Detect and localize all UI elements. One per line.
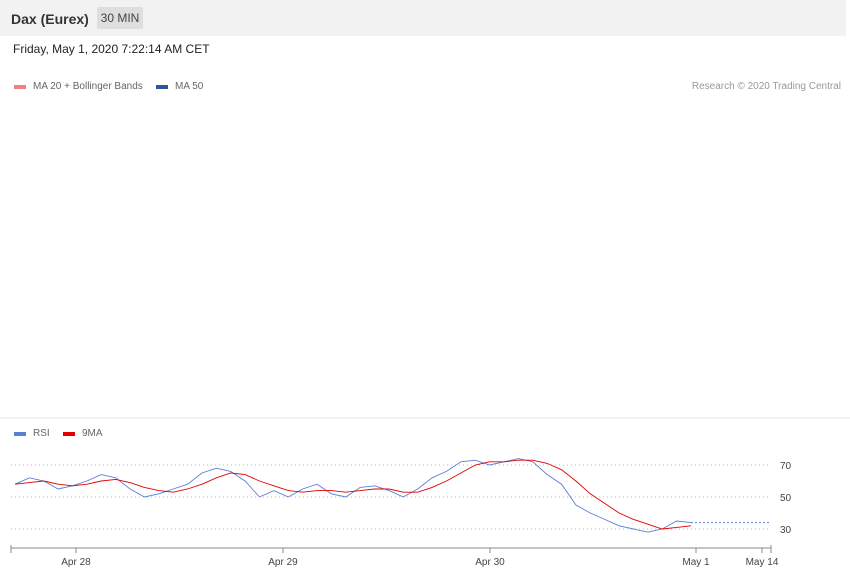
- ma20-swatch: [14, 84, 26, 89]
- x-tick-label: May 14: [746, 557, 779, 568]
- legend-rsi: RSI: [14, 428, 50, 439]
- 9ma-swatch: [63, 431, 75, 436]
- rsi-ma-line: [14, 459, 692, 530]
- ma50-swatch: [156, 84, 168, 89]
- x-tick-label: May 1: [682, 557, 710, 568]
- x-tick-label: Apr 29: [268, 557, 298, 568]
- credit: Research © 2020 Trading Central: [691, 81, 841, 92]
- rsi-line: [14, 458, 692, 533]
- legend-9ma: 9MA: [63, 428, 103, 439]
- rsi-tick-label: 70: [780, 461, 792, 472]
- x-tick-label: Apr 28: [61, 557, 91, 568]
- chart-datetime: Friday, May 1, 2020 7:22:14 AM CET: [13, 42, 210, 56]
- x-tick-label: Apr 30: [475, 557, 505, 568]
- legend-ma20-label: MA 20 + Bollinger Bands: [33, 81, 143, 92]
- rsi-swatch: [14, 431, 26, 436]
- legend-rsi-label: RSI: [33, 428, 50, 439]
- legend-ma50: MA 50: [156, 81, 203, 92]
- legend-ma20: MA 20 + Bollinger Bands: [14, 81, 143, 92]
- timeframe-button[interactable]: 30 MIN: [97, 7, 143, 29]
- legend-ma50-label: MA 50: [175, 81, 204, 92]
- rsi-tick-label: 50: [780, 493, 792, 504]
- legend-9ma-label: 9MA: [82, 428, 103, 439]
- rsi-tick-label: 30: [780, 525, 792, 536]
- instrument-title: Dax (Eurex): [11, 11, 89, 27]
